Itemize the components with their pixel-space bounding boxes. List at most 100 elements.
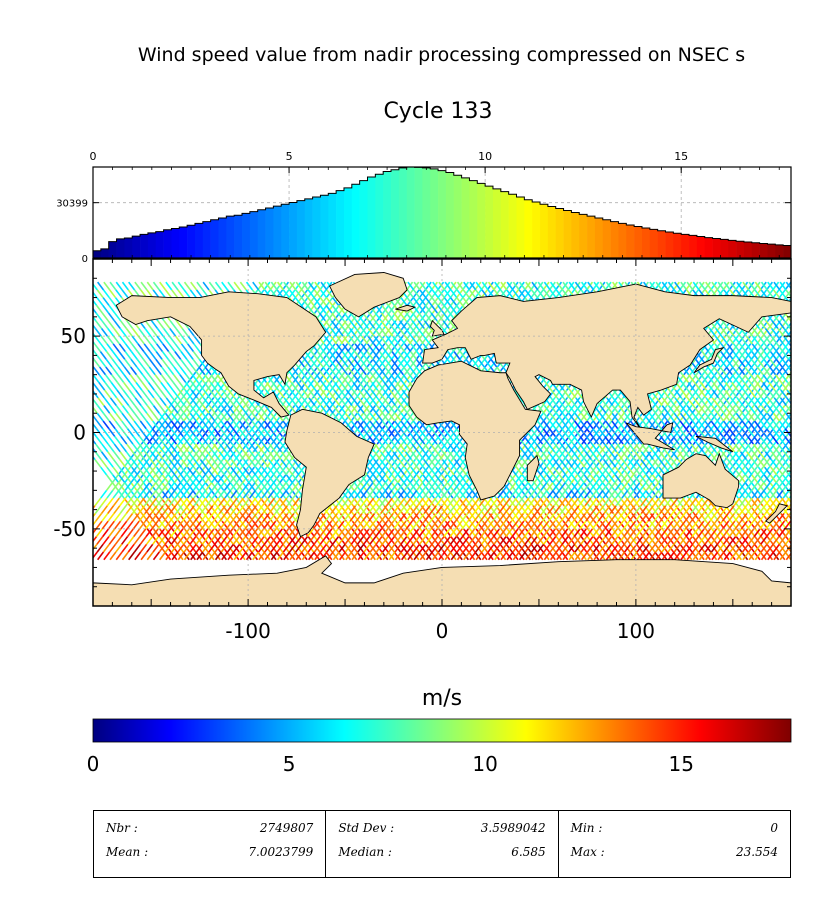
satellite-track-segment (219, 528, 228, 538)
satellite-track-segment (174, 351, 182, 360)
satellite-track-segment (214, 405, 222, 414)
satellite-track-segment (207, 528, 215, 538)
satellite-track-segment (278, 489, 286, 499)
satellite-track-segment (57, 352, 63, 360)
satellite-track-segment (203, 389, 211, 399)
satellite-track-segment (149, 351, 157, 360)
histogram-bar (532, 201, 541, 258)
satellite-track-segment (102, 420, 110, 430)
satellite-track-segment (109, 281, 117, 291)
satellite-track-segment (209, 381, 217, 391)
satellite-track-segment (245, 420, 253, 430)
satellite-track-segment (211, 474, 219, 484)
satellite-track-segment (137, 459, 145, 468)
satellite-track-segment (150, 451, 158, 460)
satellite-track-segment (29, 282, 35, 290)
satellite-track-segment (263, 551, 271, 561)
satellite-track-segment (207, 520, 215, 530)
satellite-track-segment (169, 443, 177, 453)
satellite-track-segment (216, 381, 224, 391)
satellite-track-segment (165, 397, 173, 406)
satellite-track-segment (22, 313, 28, 321)
satellite-track-segment (334, 343, 342, 353)
satellite-track-segment (229, 489, 237, 499)
satellite-track-segment (128, 389, 136, 399)
satellite-track-segment (113, 512, 121, 522)
histogram-bar (312, 197, 321, 258)
satellite-track-segment (245, 536, 253, 545)
satellite-track-segment (93, 332, 96, 337)
satellite-track-segment (2, 328, 8, 336)
satellite-track-segment (102, 528, 110, 538)
satellite-track-segment (335, 366, 343, 376)
satellite-track-segment (147, 397, 155, 406)
satellite-track-segment (129, 374, 137, 383)
satellite-track-segment (249, 459, 257, 468)
satellite-track-segment (192, 366, 200, 376)
satellite-track-segment (133, 420, 141, 430)
satellite-track-segment (378, 343, 386, 353)
satellite-track-segment (34, 305, 40, 313)
satellite-track-segment (60, 413, 66, 421)
satellite-track-segment (231, 443, 239, 453)
hist-tick-label-y: 0 (82, 254, 88, 265)
satellite-track-segment (104, 374, 112, 383)
satellite-track-segment (162, 335, 170, 345)
hist-tick-label-x: 5 (286, 150, 293, 163)
satellite-track-segment (146, 528, 154, 538)
satellite-track-segment (19, 359, 25, 367)
satellite-track-segment (121, 405, 129, 414)
satellite-track-segment (93, 315, 97, 322)
histogram-bar (469, 180, 478, 258)
satellite-track-segment (198, 358, 206, 368)
satellite-track-segment (67, 390, 73, 398)
satellite-track-segment (81, 367, 87, 375)
satellite-track-segment (80, 390, 86, 398)
satellite-track-segment (3, 313, 9, 321)
satellite-track-segment (186, 358, 194, 368)
satellite-track-segment (164, 528, 172, 538)
satellite-track-segment (211, 489, 219, 499)
satellite-track-segment (218, 459, 226, 468)
satellite-track-segment (180, 489, 188, 499)
satellite-track-segment (151, 520, 159, 530)
satellite-track-segment (186, 474, 194, 484)
satellite-track-segment (100, 466, 108, 476)
satellite-track-segment (304, 366, 312, 376)
satellite-track-segment (159, 397, 167, 406)
satellite-track-segment (167, 482, 176, 491)
satellite-track-segment (193, 466, 201, 476)
satellite-track-segment (162, 327, 171, 337)
satellite-track-segment (317, 366, 325, 376)
satellite-track-segment (78, 298, 84, 306)
satellite-track-segment (329, 366, 337, 376)
satellite-track-segment (160, 381, 168, 391)
satellite-track-segment (139, 528, 147, 538)
satellite-track-segment (134, 397, 142, 406)
histogram-bar (430, 168, 439, 258)
satellite-track-segment (430, 281, 438, 291)
satellite-track-segment (173, 358, 181, 368)
satellite-track-segment (93, 373, 94, 375)
satellite-track-segment (136, 489, 144, 499)
satellite-track-segment (270, 528, 278, 538)
histogram-bar (618, 223, 627, 258)
satellite-track-segment (138, 505, 146, 514)
satellite-track-segment (36, 282, 42, 290)
satellite-track-segment (66, 413, 72, 421)
satellite-track-segment (66, 544, 72, 552)
satellite-track-segment (108, 297, 116, 306)
satellite-track-segment (143, 466, 151, 476)
satellite-track-segment (157, 428, 165, 437)
satellite-track-segment (175, 443, 183, 453)
satellite-track-segment (266, 466, 274, 476)
satellite-track-segment (162, 451, 171, 460)
histogram-bar (249, 211, 258, 258)
satellite-track-segment (250, 435, 258, 445)
satellite-track-segment (55, 382, 61, 390)
satellite-track-segment (169, 320, 177, 329)
satellite-track-segment (138, 512, 146, 522)
satellite-track-segment (114, 536, 122, 545)
satellite-track-segment (134, 281, 142, 291)
satellite-track-segment (311, 366, 319, 376)
